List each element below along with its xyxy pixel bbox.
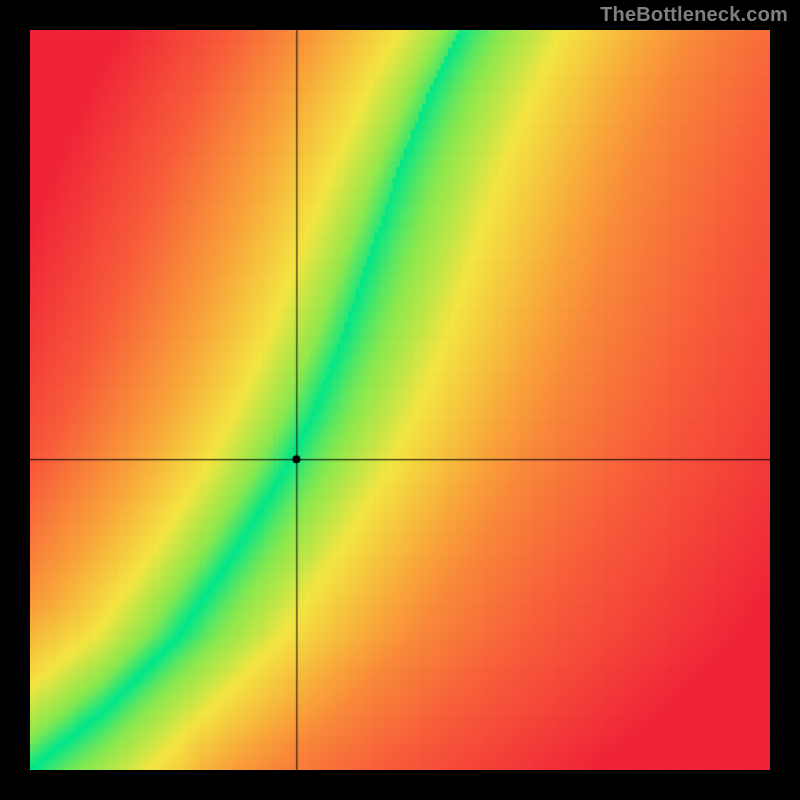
heatmap-canvas: [30, 30, 770, 770]
chart-container: TheBottleneck.com: [0, 0, 800, 800]
watermark-text: TheBottleneck.com: [600, 4, 788, 27]
